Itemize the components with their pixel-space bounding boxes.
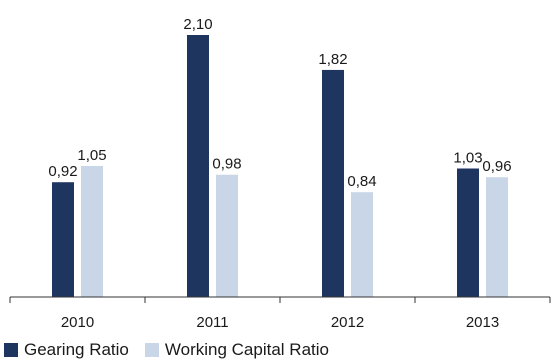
bar-gearing-ratio-2012 [322,69,344,297]
bar-gearing-ratio-2013 [457,168,479,297]
value-labels-group: 0,921,05 2,10 0,98 1,82 0,84 1,030,96 [48,16,511,190]
legend-label-working-capital-ratio: Working Capital Ratio [164,340,329,359]
legend-swatch-gearing-ratio [4,343,18,357]
value-label-gearing-ratio-2011: 2,10 [183,16,212,33]
bar-chart: 0,921,052,100,981,820,841,030,96 2010 201… [9,16,551,331]
legend-item-gearing-ratio: Gearing Ratio [4,340,129,360]
bar-gearing-ratio-2011 [187,35,209,297]
legend-swatch-working-capital-ratio [144,343,159,357]
x-axis-ticks-group [9,297,551,303]
bars-group [52,35,508,297]
legend-item-working-capital-ratio: Working Capital Ratio [144,340,329,360]
x-tick-label-2013: 2013 [466,314,499,331]
legend: Gearing Ratio Working Capital Ratio [4,340,345,360]
bar-gearing-ratio-2010 [52,182,74,297]
value-label-working-capital-ratio-2010: 1,05 [77,147,106,164]
value-label-gearing-ratio-2010: 0,92 [48,163,77,180]
bar-working-capital-ratio-2013 [486,177,508,297]
value-label-working-capital-ratio-2012: 0,84 [347,173,376,190]
bar-working-capital-ratio-2010 [81,166,103,297]
x-tick-label-2012: 2012 [331,314,364,331]
legend-label-gearing-ratio: Gearing Ratio [24,340,129,359]
bar-working-capital-ratio-2012 [351,192,373,297]
bar-working-capital-ratio-2011 [216,174,238,297]
value-label-gearing-ratio-2013: 1,03 [453,149,482,166]
x-tick-label-2010: 2010 [61,314,94,331]
value-label-working-capital-ratio-2013: 0,96 [482,158,511,175]
x-tick-label-2011: 2011 [196,314,228,331]
value-label-working-capital-ratio-2011: 0,98 [212,156,241,173]
value-label-gearing-ratio-2012: 1,82 [318,51,347,68]
x-axis-tick-labels-group: 2010 2011 2012 2013 [61,314,499,331]
